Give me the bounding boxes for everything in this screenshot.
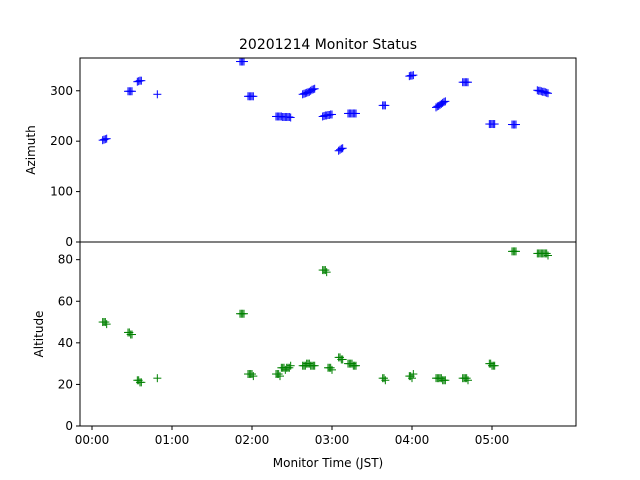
azimuth-data-point (153, 90, 162, 99)
altitude-data-point (464, 376, 472, 385)
azimuth-data-point (381, 101, 390, 110)
azimuth-y-tick-label: 300 (50, 84, 73, 98)
altitude-data-point (409, 370, 418, 379)
altitude-data-point (338, 355, 347, 364)
azimuth-y-tick-label: 100 (50, 185, 73, 199)
azimuth-data-point (441, 97, 450, 106)
azimuth-data-point (309, 85, 318, 94)
azimuth-axis-label: Azimuth (24, 125, 38, 174)
altitude-data-point (276, 372, 284, 381)
chart-title: 20201214 Monitor Status (239, 37, 417, 53)
azimuth-data-point (542, 88, 551, 97)
azimuth-data-point (285, 112, 294, 121)
x-tick-label: 01:00 (155, 433, 190, 447)
altitude-data-point (137, 378, 146, 387)
x-tick-label: 00:00 (75, 433, 110, 447)
azimuth-data-point (440, 97, 448, 106)
azimuth-data-point (512, 120, 520, 129)
altitude-y-tick-label: 60 (58, 294, 73, 308)
altitude-data-point (328, 365, 336, 374)
azimuth-data-point (408, 71, 416, 80)
altitude-y-axis: 0 20 40 60 80 (58, 253, 80, 433)
azimuth-data-point (328, 110, 336, 119)
azimuth-data-point (101, 135, 110, 144)
altitude-data-point (380, 374, 388, 383)
azimuth-data-point (338, 144, 347, 153)
altitude-data-point (542, 249, 551, 258)
altitude-data-point (310, 361, 319, 370)
altitude-data-point (408, 374, 416, 383)
x-tick-label: 03:00 (315, 433, 350, 447)
altitude-data-point (544, 251, 552, 260)
altitude-axis-label: Altitude (32, 311, 46, 358)
altitude-data-point (352, 361, 360, 370)
altitude-data-point (274, 370, 283, 379)
azimuth-data-point (310, 84, 319, 93)
azimuth-data-point (544, 89, 552, 98)
azimuth-data-point (128, 87, 136, 96)
altitude-data-point (101, 318, 110, 327)
altitude-data-point (490, 361, 499, 370)
azimuth-panel: 0 100 200 300 Azimuth (24, 57, 577, 249)
altitude-data-point (326, 363, 335, 372)
altitude-data-point (462, 374, 471, 383)
x-axis-label: Monitor Time (JST) (273, 456, 383, 470)
azimuth-data-point (337, 144, 346, 153)
altitude-y-tick-label: 80 (58, 253, 73, 267)
altitude-data-point (240, 309, 248, 318)
altitude-panel: 0 20 40 60 80 Altitude (32, 241, 577, 433)
altitude-data-point (322, 268, 331, 277)
altitude-data-point (321, 266, 330, 275)
azimuth-data-point (286, 113, 295, 122)
altitude-data-point (128, 330, 136, 339)
altitude-y-tick-label: 20 (58, 377, 73, 391)
altitude-data-point (512, 247, 520, 256)
altitude-data-point (249, 372, 258, 381)
x-tick-label: 02:00 (235, 433, 270, 447)
azimuth-data-point (249, 92, 258, 101)
altitude-plot-frame (79, 241, 577, 427)
altitude-data-point (381, 376, 390, 385)
azimuth-data-point (464, 78, 472, 87)
time-x-axis: 00:00 01:00 02:00 03:00 04:00 05:00 (75, 426, 510, 447)
altitude-data-point (285, 363, 294, 372)
azimuth-y-axis: 0 100 200 300 (50, 84, 80, 249)
altitude-data-point (102, 320, 111, 329)
altitude-data-point (248, 370, 256, 379)
azimuth-data-point (240, 57, 248, 66)
altitude-points (98, 247, 552, 387)
azimuth-data-point (490, 120, 499, 129)
altitude-data-point (441, 376, 450, 385)
x-tick-label: 05:00 (475, 433, 510, 447)
azimuth-data-point (352, 109, 360, 118)
azimuth-y-tick-label: 200 (50, 134, 73, 148)
altitude-data-point (286, 361, 295, 370)
azimuth-points (98, 57, 552, 155)
altitude-y-tick-label: 40 (58, 336, 73, 350)
azimuth-data-point (409, 71, 418, 80)
altitude-y-tick-label: 0 (65, 419, 73, 433)
azimuth-data-point (137, 76, 146, 85)
azimuth-y-tick-label: 0 (65, 235, 73, 249)
x-tick-label: 04:00 (395, 433, 430, 447)
altitude-data-point (153, 374, 162, 383)
azimuth-data-point (102, 134, 111, 143)
